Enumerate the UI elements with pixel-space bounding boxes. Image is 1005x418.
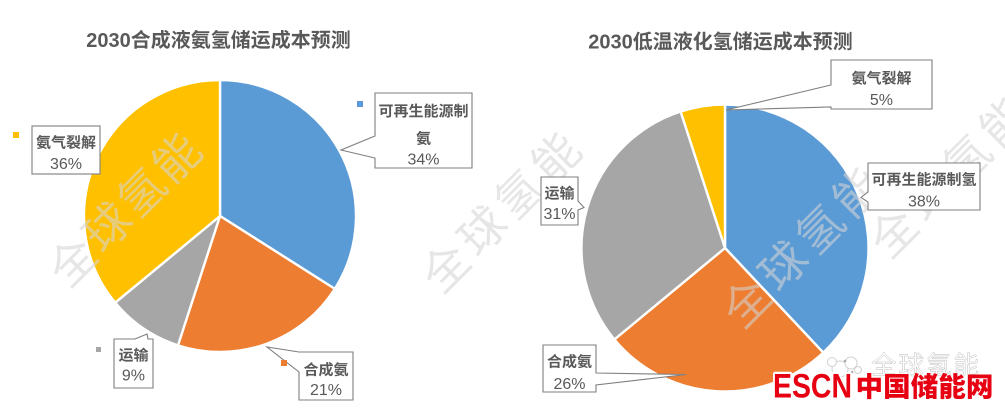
svg-text:36%: 36% — [50, 156, 82, 173]
svg-text:26%: 26% — [554, 376, 586, 393]
svg-text:21%: 21% — [310, 382, 342, 399]
svg-text:ESCN: ESCN — [773, 368, 852, 406]
svg-text:38%: 38% — [908, 194, 940, 211]
svg-text:31%: 31% — [544, 206, 576, 223]
svg-text:5%: 5% — [870, 92, 893, 109]
svg-text:9%: 9% — [122, 368, 145, 385]
svg-text:34%: 34% — [408, 151, 440, 168]
svg-text:2030: 2030 — [86, 30, 131, 52]
svg-text:2030: 2030 — [588, 32, 633, 54]
